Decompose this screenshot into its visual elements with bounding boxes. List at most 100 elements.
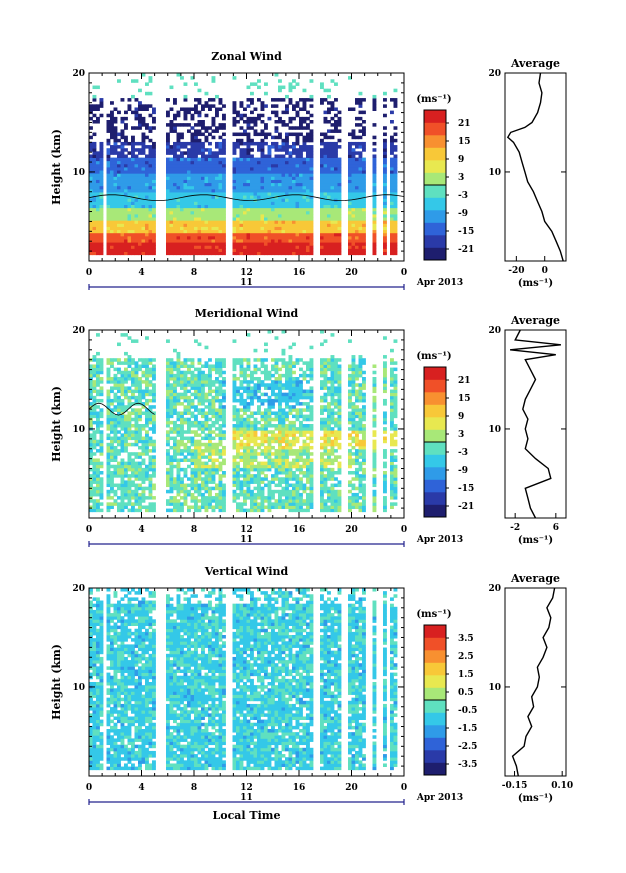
heatmap-cell: [218, 232, 223, 237]
heatmap-cell: [134, 464, 139, 469]
heatmap-cell: [113, 455, 118, 459]
heatmap-cell: [334, 163, 338, 168]
heatmap-cell: [323, 151, 328, 155]
heatmap-cell: [351, 185, 356, 190]
heatmap-cell: [260, 101, 265, 105]
heatmap-cell: [145, 477, 149, 481]
heatmap-cell: [117, 167, 121, 171]
heatmap-cell: [110, 358, 114, 362]
heatmap-cell: [197, 229, 202, 234]
heatmap-cell: [239, 452, 244, 456]
heatmap-cell: [145, 414, 149, 419]
heatmap-cell: [152, 405, 156, 409]
heatmap-cell: [383, 185, 387, 190]
heatmap-cell: [274, 160, 279, 165]
heatmap-cell: [243, 452, 247, 456]
heatmap-cell: [180, 458, 184, 462]
heatmap-cell: [348, 223, 352, 227]
heatmap-cell: [215, 188, 219, 193]
heatmap-cell: [323, 214, 328, 218]
heatmap-cell: [127, 452, 132, 456]
heatmap-cell: [257, 486, 261, 491]
heatmap-cell: [320, 82, 324, 86]
heatmap-cell: [152, 245, 156, 249]
heatmap-cell: [253, 129, 258, 133]
heatmap-cell: [152, 370, 156, 375]
heatmap-cell: [152, 483, 156, 488]
heatmap-cell: [246, 361, 251, 365]
heatmap-cell: [218, 505, 223, 509]
heatmap-cell: [351, 173, 356, 177]
heatmap-cell: [351, 217, 356, 221]
heatmap-cell: [383, 229, 387, 234]
heatmap-cell: [288, 198, 293, 202]
heatmap-cell: [362, 232, 366, 237]
heatmap-cell: [197, 474, 202, 478]
heatmap-cell: [250, 402, 254, 406]
heatmap-cell: [337, 245, 342, 249]
heatmap-cell: [264, 496, 268, 500]
heatmap-cell: [187, 235, 191, 240]
heatmap-cell: [232, 179, 237, 184]
heatmap-cell: [204, 217, 209, 221]
heatmap-cell: [246, 430, 251, 434]
heatmap-cell: [372, 248, 377, 252]
heatmap-cell: [250, 82, 254, 86]
heatmap-cell: [96, 467, 100, 472]
heatmap-cell: [351, 192, 356, 196]
heatmap-cell: [127, 157, 132, 162]
heatmap-cell: [117, 402, 121, 406]
heatmap-cell: [92, 151, 97, 155]
heatmap-cell: [222, 198, 226, 202]
heatmap-cell: [187, 220, 191, 224]
heatmap-cell: [327, 151, 331, 155]
heatmap-cell: [243, 173, 247, 177]
heatmap-cell: [204, 449, 209, 453]
heatmap-cell: [96, 367, 100, 372]
heatmap-cell: [278, 160, 282, 165]
heatmap-cell: [120, 483, 125, 488]
heatmap-cell: [180, 402, 184, 406]
heatmap-cell: [208, 492, 212, 497]
heatmap-cell: [204, 420, 209, 425]
heatmap-cell: [246, 417, 251, 422]
heatmap-cell: [211, 173, 216, 177]
heatmap-cell: [211, 398, 216, 403]
heatmap-cell: [211, 239, 216, 243]
heatmap-cell: [173, 445, 177, 450]
heatmap-cell: [173, 129, 177, 133]
heatmap-cell: [271, 480, 275, 484]
heatmap-cell: [131, 135, 135, 140]
heatmap-cell: [260, 251, 265, 256]
heatmap-cell: [120, 411, 125, 415]
heatmap-cell: [176, 110, 181, 115]
heatmap-cell: [187, 170, 191, 174]
heatmap-cell: [239, 427, 244, 431]
heatmap-cell: [306, 235, 310, 240]
heatmap-cell: [232, 383, 237, 387]
heatmap-cell: [89, 483, 93, 488]
heatmap-cell: [131, 367, 135, 372]
heatmap-cell: [117, 408, 121, 412]
heatmap-cell: [348, 176, 352, 180]
heatmap-cell: [176, 176, 181, 180]
heatmap-cell: [253, 467, 258, 472]
heatmap-cell: [348, 151, 352, 155]
heatmap-cell: [183, 492, 188, 497]
heatmap-cell: [124, 207, 128, 212]
heatmap-cell: [145, 383, 149, 387]
heatmap-cell: [106, 160, 111, 165]
heatmap-cell: [260, 220, 265, 224]
heatmap-cell: [152, 141, 156, 146]
heatmap-cell: [204, 188, 209, 193]
heatmap-cell: [327, 160, 331, 165]
heatmap-cell: [211, 217, 216, 221]
heatmap-cell: [138, 173, 142, 177]
heatmap-cell: [124, 405, 128, 409]
heatmap-cell: [113, 198, 118, 202]
heatmap-cell: [134, 452, 139, 456]
heatmap-cell: [302, 229, 307, 234]
heatmap-cell: [264, 433, 268, 437]
heatmap-cell: [145, 91, 149, 96]
heatmap-cell: [187, 370, 191, 375]
